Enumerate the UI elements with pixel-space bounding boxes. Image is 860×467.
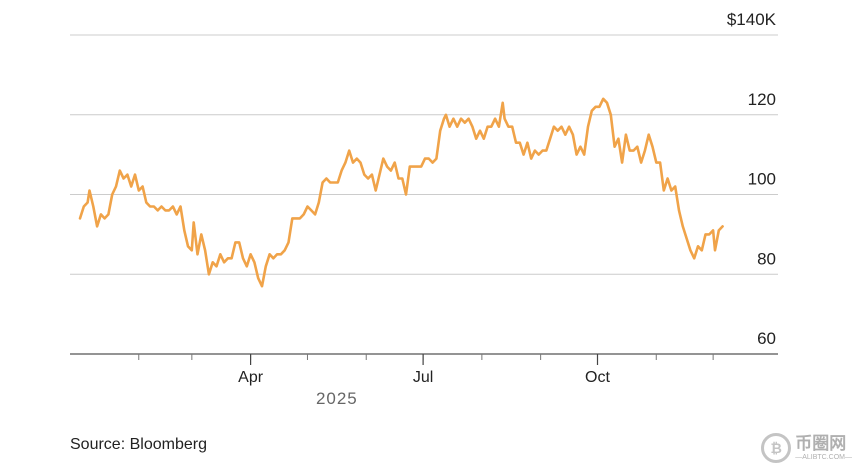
y-tick-label: 60 — [757, 329, 776, 348]
y-tick-label: 100 — [748, 170, 776, 189]
x-tick-label: Oct — [585, 369, 610, 386]
y-tick-label: 120 — [748, 90, 776, 109]
y-tick-label: 80 — [757, 249, 776, 268]
series-line-0 — [78, 97, 724, 288]
x-tick-label: Jul — [413, 369, 433, 386]
x-year-label: 2025 — [316, 389, 358, 408]
watermark-url: —ALIBTC.COM— — [795, 454, 852, 461]
source-note: Source: Bloomberg — [70, 436, 207, 453]
watermark: ₿ 币圈网 —ALIBTC.COM— — [761, 433, 852, 463]
watermark-logo-icon: ₿ — [761, 433, 792, 463]
line-chart: 60 80 100 120 $140K Apr Jul Oct 2025 — [70, 10, 778, 408]
x-tick-label: Apr — [238, 369, 264, 386]
watermark-name: 币圈网 — [795, 434, 847, 453]
y-tick-label: $140K — [727, 10, 777, 29]
